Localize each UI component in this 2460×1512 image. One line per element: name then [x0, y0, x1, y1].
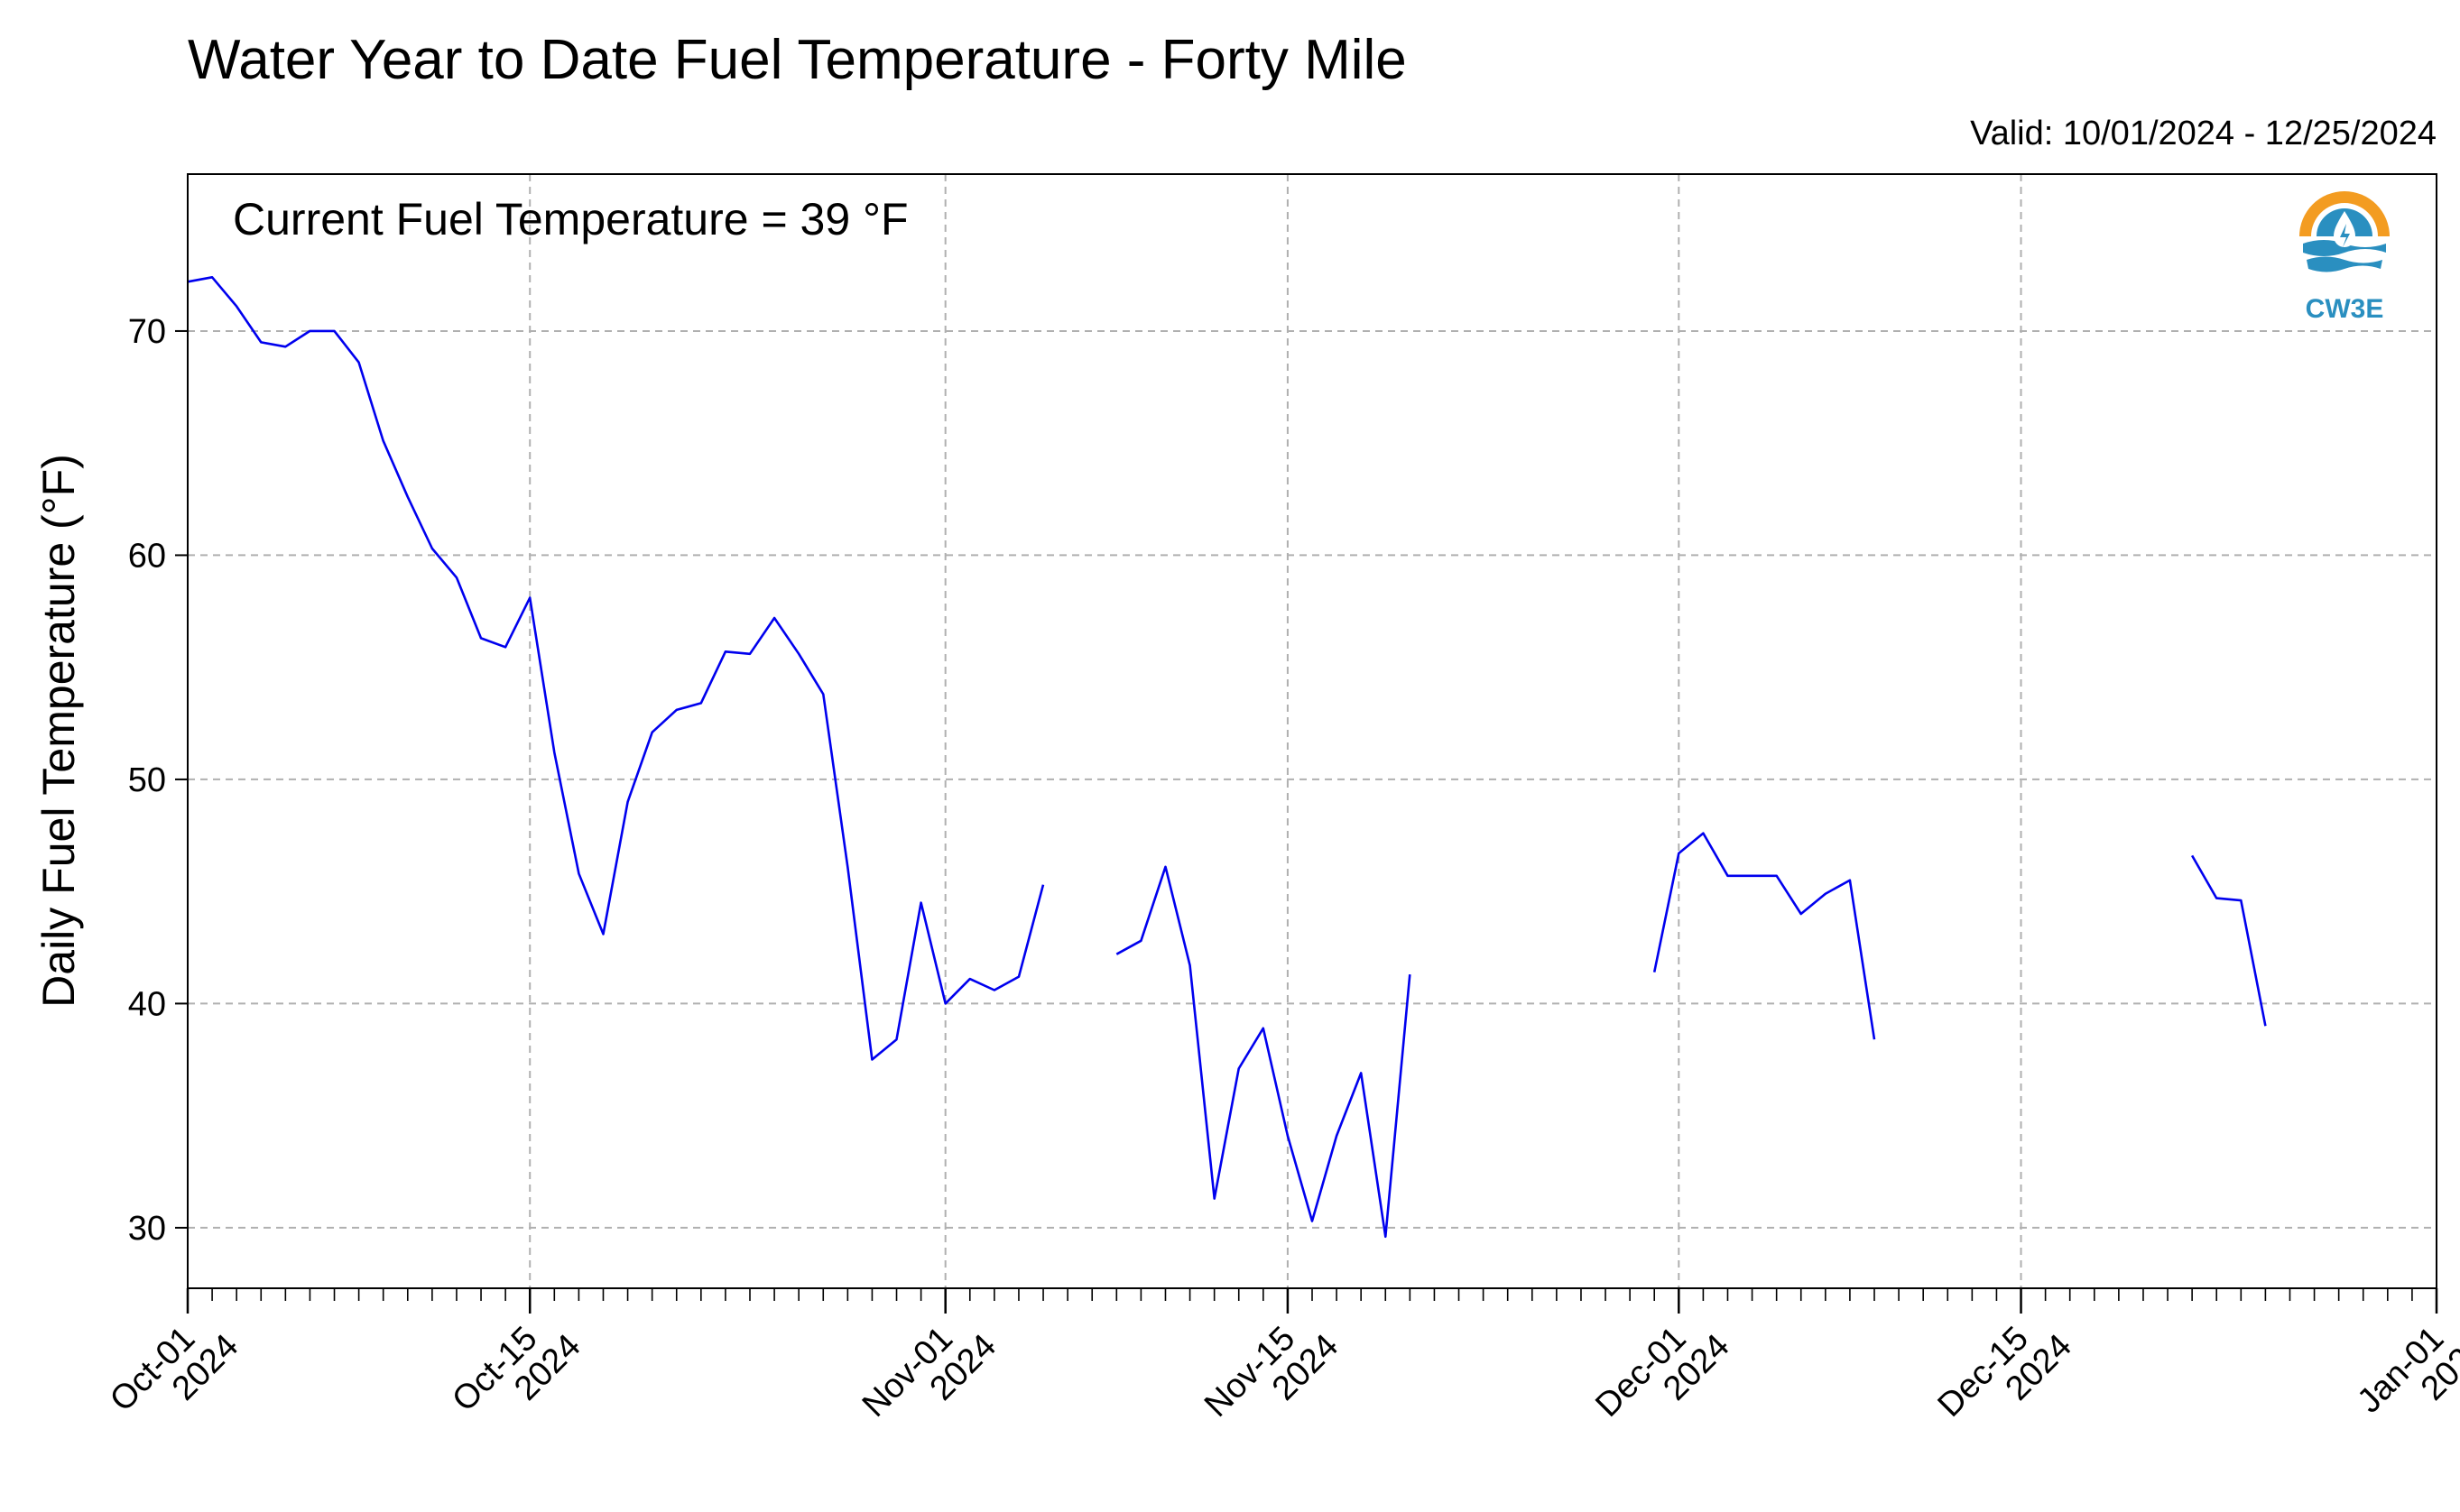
y-tick-label: 30: [128, 1210, 166, 1248]
x-tick-label: Nov-152024: [1198, 1302, 1346, 1450]
grid-lines: [188, 174, 2437, 1288]
y-tick-label: 40: [128, 985, 166, 1023]
x-axis: Oct-012024 Oct-152024 Nov-012024 Nov-152024…: [103, 1288, 2460, 1450]
y-axis: 30 40 50 60 70: [128, 313, 188, 1248]
series-line-segment: [1652, 832, 1876, 1040]
series-line-segment: [2190, 854, 2267, 1027]
plot-frame: [187, 173, 2437, 1289]
chart-title: Water Year to Date Fuel Temperature - Fo…: [188, 29, 1407, 91]
logo-wave-icon: [2303, 240, 2386, 256]
x-tick-label: Nov-012024: [855, 1302, 1003, 1450]
y-axis-label: Daily Fuel Temperature (°F): [33, 454, 84, 1008]
series-line-segment: [1115, 865, 1411, 1239]
y-tick-label: 70: [128, 313, 166, 351]
x-tick-label: Dec-012024: [1588, 1302, 1736, 1450]
x-tick-label: Oct-012024: [103, 1302, 245, 1444]
x-tick-label: Jan-012025: [2350, 1302, 2460, 1446]
y-tick-label: 50: [128, 761, 166, 799]
current-temperature-annotation: Current Fuel Temperature = 39 °F: [233, 194, 909, 244]
y-tick-label: 60: [128, 537, 166, 575]
valid-range: Valid: 10/01/2024 - 12/25/2024: [1970, 115, 2437, 152]
series-line-segment: [187, 275, 1045, 1061]
logo-text: CW3E: [2306, 294, 2384, 324]
x-tick-label: Oct-152024: [445, 1302, 587, 1444]
logo-wave-icon-2: [2307, 256, 2382, 272]
data-series: [187, 275, 2267, 1239]
x-tick-label: Dec-152024: [1931, 1302, 2079, 1450]
cw3e-logo: CW3E: [2299, 191, 2390, 324]
